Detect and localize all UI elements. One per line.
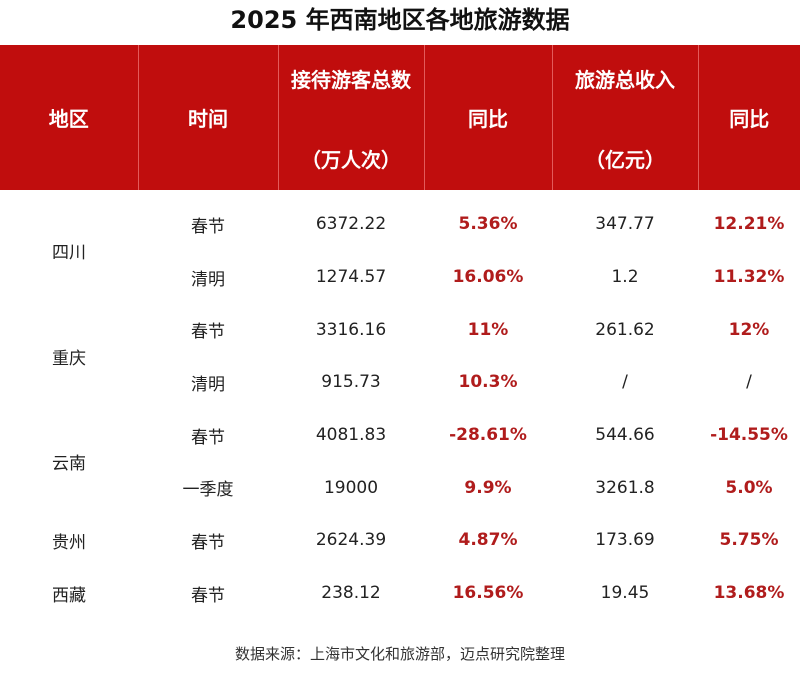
visitors-cell: 2624.39 [315,530,387,551]
income-cell: 261.62 [595,319,655,340]
income-yoy-cell: 5.0% [725,477,773,498]
header-region: 地区 [0,45,139,190]
visitors-yoy-cell: 16.56% [452,583,524,604]
visitors-yoy-cell: 4.87% [458,530,518,551]
region-cell: 西藏 [52,585,86,606]
time-cell: 清明 [191,269,225,290]
income-yoy-cell: 11.32% [713,267,785,288]
page-title: 2025 年西南地区各地旅游数据 [230,6,570,34]
visitors-yoy-cell: 9.9% [464,477,512,498]
income-yoy-cell: 12.21% [713,214,785,235]
region-cell: 贵州 [52,532,86,553]
visitors-cell: 19000 [323,477,379,498]
time-cell: 清明 [191,374,225,395]
header-income-unit: （亿元） [585,148,665,172]
visitors-cell: 238.12 [321,583,381,604]
time-cell: 春节 [191,585,225,606]
visitors-cell: 1274.57 [315,267,387,288]
header-income-yoy: 同比 [698,45,800,190]
time-cell: 春节 [191,427,225,448]
header-visitors-unit: （万人次） [301,148,401,172]
visitors-cell: 6372.22 [315,214,387,235]
income-yoy-cell: 13.68% [713,583,785,604]
table-row: 四川 春节 6372.22 5.36% 347.77 12.21% [0,198,800,263]
region-cell: 云南 [52,453,86,474]
header-visitors: 接待游客总数 （万人次） [278,45,425,190]
time-cell: 一季度 [182,480,234,501]
income-yoy-cell: 5.75% [719,530,779,551]
income-cell: 173.69 [595,530,655,551]
income-cell: 347.77 [595,214,655,235]
income-cell: / [622,372,628,393]
time-cell: 春节 [191,216,225,237]
income-yoy-cell: -14.55% [710,425,788,446]
visitors-cell: 3316.16 [315,319,387,340]
income-cell: 1.2 [611,267,639,288]
visitors-yoy-cell: 5.36% [458,214,518,235]
visitors-yoy-cell: 10.3% [458,372,518,393]
table-row: 云南 春节 4081.83 -28.61% 544.66 -14.55% [0,409,800,474]
header-row: 地区 时间 接待游客总数 （万人次） 同比 旅游总收入 （亿元） 同比 [0,45,800,190]
header-visitors-yoy: 同比 [424,45,553,190]
region-cell: 重庆 [52,348,86,369]
table-row: 西藏 春节 238.12 16.56% 19.45 13.68% [0,567,800,620]
time-cell: 春节 [191,532,225,553]
table-row: 清明 1274.57 16.06% 1.2 11.32% [0,251,800,304]
table-row: 一季度 19000 9.9% 3261.8 5.0% [0,461,800,514]
table-row: 贵州 春节 2624.39 4.87% 173.69 5.75% [0,514,800,567]
table-row: 重庆 春节 3316.16 11% 261.62 12% [0,303,800,369]
visitors-yoy-cell: -28.61% [449,425,527,446]
income-cell: 544.66 [595,425,655,446]
income-cell: 3261.8 [595,477,655,498]
region-cell: 四川 [52,243,86,264]
header-income: 旅游总收入 （亿元） [552,45,699,190]
visitors-cell: 915.73 [321,372,381,393]
data-source-note: 数据来源：上海市文化和旅游部，迈点研究院整理 [234,645,565,663]
visitors-cell: 4081.83 [315,425,387,446]
header-income-label: 旅游总收入 [575,68,675,92]
income-yoy-cell: / [746,372,752,393]
time-cell: 春节 [191,322,225,343]
header-visitors-label: 接待游客总数 [291,68,411,92]
visitors-yoy-cell: 16.06% [452,267,524,288]
header-time: 时间 [138,45,279,190]
tourism-data-table: 地区 时间 接待游客总数 （万人次） 同比 旅游总收入 （亿元） 同比 四川 春… [0,45,800,620]
table-row: 清明 915.73 10.3% / / [0,356,800,409]
visitors-yoy-cell: 11% [467,319,509,340]
income-yoy-cell: 12% [728,319,770,340]
income-cell: 19.45 [600,583,650,604]
